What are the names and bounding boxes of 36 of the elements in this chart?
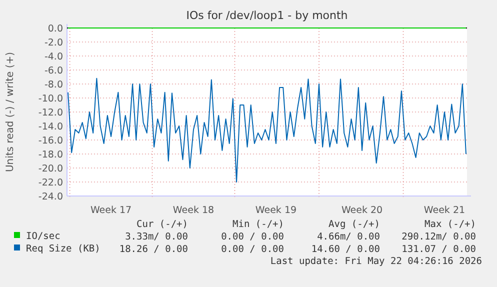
text: Min (-/+) (232, 219, 284, 230)
x-tick-label: Week 19 (255, 205, 297, 216)
text: Avg (-/+) (328, 219, 380, 230)
text: Last update: Fri May 22 04:26:16 2026 (270, 256, 482, 267)
chart-title: IOs for /dev/loop1 - by month (186, 9, 348, 22)
y-tick-label: -6.0 (44, 65, 63, 76)
legend-label: Req Size (KB) (26, 244, 100, 254)
y-tick-label: -2.0 (44, 37, 63, 48)
text: 14.60 / 0.00 (311, 244, 380, 255)
y-tick-label: -18.0 (38, 149, 63, 160)
legend-label: IO/sec (26, 231, 60, 242)
x-tick-label: Week 21 (424, 205, 466, 216)
text: 3.33m/ 0.00 (125, 232, 188, 242)
y-tick-label: -20.0 (38, 163, 63, 174)
line-series (68, 78, 466, 182)
y-tick-label: -16.0 (38, 135, 63, 146)
text: 0.00 / 0.00 (221, 232, 284, 242)
y-tick-label: -24.0 (38, 191, 63, 202)
text: 4.66m/ 0.00 (317, 232, 380, 242)
text: 131.07 / 0.00 (402, 244, 476, 255)
text: 18.26 / 0.00 (119, 244, 188, 255)
y-tick-label: -14.0 (38, 121, 63, 132)
y-axis-title: Units read (-) / write (+) (5, 52, 16, 172)
x-tick-label: Week 20 (341, 205, 383, 216)
text: 290.12m/ 0.00 (402, 232, 476, 242)
text: Cur (-/+) (136, 219, 188, 230)
text: Max (-/+) (424, 219, 476, 230)
y-tick-label: -12.0 (38, 107, 63, 118)
text: 0.00 / 0.00 (221, 244, 284, 255)
y-tick-label: -8.0 (44, 79, 63, 90)
x-tick-label: Week 18 (172, 205, 214, 216)
y-tick-label: -22.0 (38, 177, 63, 188)
y-tick-label: 0.0 (48, 23, 63, 34)
y-tick-label: -10.0 (38, 93, 63, 104)
x-tick-label: Week 17 (90, 205, 132, 216)
y-tick-label: -4.0 (44, 51, 63, 62)
